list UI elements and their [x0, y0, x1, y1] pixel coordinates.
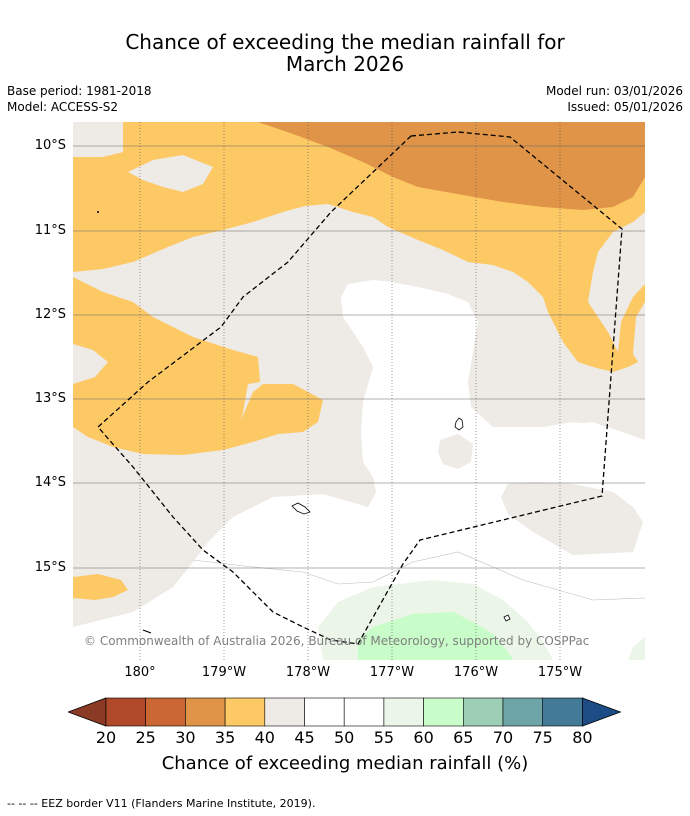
model-run: Model run: 03/01/2026 [545, 84, 683, 98]
colorbar-tick-label: 20 [95, 728, 117, 747]
lon-label-178w: 178°W [285, 665, 331, 680]
colorbar-segment [145, 697, 186, 727]
colorbar-tick-label: 30 [175, 728, 196, 747]
lat-label-14s: 14°S [34, 475, 66, 490]
colorbar-segment [105, 697, 147, 727]
colorbar-under-arrow [68, 697, 107, 727]
title-line-1: Chance of exceeding the median rainfall … [125, 30, 565, 54]
meta-right: Model run: 03/01/2026 Issued: 05/01/2026 [546, 83, 683, 115]
colorbar-segment [304, 697, 345, 727]
colorbar-segment [542, 697, 583, 727]
marker-dot [97, 211, 99, 213]
lat-label-13s: 13°S [34, 391, 66, 406]
map-panel [73, 122, 645, 660]
region-near-median [73, 282, 645, 660]
contour-line-south [192, 551, 645, 601]
colorbar-tick-label: 50 [334, 728, 355, 747]
meta-left: Base period: 1981-2018 Model: ACCESS-S2 [7, 83, 152, 115]
colorbar-tick-label: 40 [254, 728, 275, 747]
base-period: Base period: 1981-2018 [7, 84, 152, 98]
gray-patch-center [438, 434, 473, 469]
issued-date: Issued: 05/01/2026 [567, 100, 683, 114]
colorbar-segment [185, 697, 226, 727]
gray-inlet-west [73, 344, 108, 384]
colorbar-tick-label: 35 [214, 728, 236, 747]
colorbar-tick-label: 25 [135, 728, 156, 747]
colorbar-segment [264, 697, 305, 727]
colorbar-over-arrow [582, 697, 622, 727]
colorbar-tick-label: 60 [413, 728, 434, 747]
map-title: Chance of exceeding the median rainfall … [0, 31, 690, 75]
colorbar-segment [462, 697, 504, 727]
lat-label-15s: 15°S [34, 560, 66, 575]
lon-label-180: 180° [124, 665, 156, 680]
colorbar-tick-label: 45 [294, 728, 315, 747]
colorbar-tick-label: 75 [532, 728, 553, 747]
colorbar-tick-label: 55 [373, 728, 395, 747]
gray-patch-north [128, 155, 213, 192]
colorbar-tick-label: 65 [453, 728, 474, 747]
region-60-65 [358, 612, 513, 660]
island-2 [291, 502, 311, 515]
colorbar-segment [502, 697, 544, 727]
lat-label-11s: 11°S [34, 223, 66, 238]
colorbar-segment [224, 697, 266, 727]
gridlines [73, 145, 645, 569]
region-35-40-west [73, 277, 323, 455]
colorbar [68, 697, 622, 727]
region-35-40-sw [73, 574, 128, 600]
map-tick-bottom [142, 629, 152, 634]
colorbar-segment [423, 697, 464, 727]
island-3 [503, 614, 511, 622]
region-30-35 [258, 122, 645, 210]
gray-patch-corner [73, 122, 123, 157]
region-55-60-east [628, 637, 645, 660]
eez-border [97, 131, 623, 645]
colorbar-tick-label: 70 [492, 728, 514, 747]
lon-label-177w: 177°W [369, 665, 415, 680]
lon-label-179w: 179°W [201, 665, 247, 680]
colorbar-segment [383, 697, 424, 727]
lat-label-12s: 12°S [34, 307, 66, 322]
lat-label-10s: 10°S [34, 138, 66, 153]
title-line-2: March 2026 [285, 52, 405, 76]
gray-patch-east [501, 482, 643, 555]
lon-label-175w: 175°W [537, 665, 583, 680]
footer-note: -- -- -- EEZ border V11 (Flanders Marine… [7, 797, 316, 810]
region-near-median-north [341, 280, 475, 392]
colorbar-segment [343, 697, 385, 727]
island-1 [454, 417, 464, 431]
copyright-notice: © Commonwealth of Australia 2026, Bureau… [84, 634, 590, 648]
model-name: Model: ACCESS-S2 [7, 100, 119, 114]
colorbar-tick-label: 80 [572, 728, 593, 747]
colorbar-label: Chance of exceeding median rainfall (%) [161, 753, 529, 774]
lon-label-176w: 176°W [453, 665, 499, 680]
